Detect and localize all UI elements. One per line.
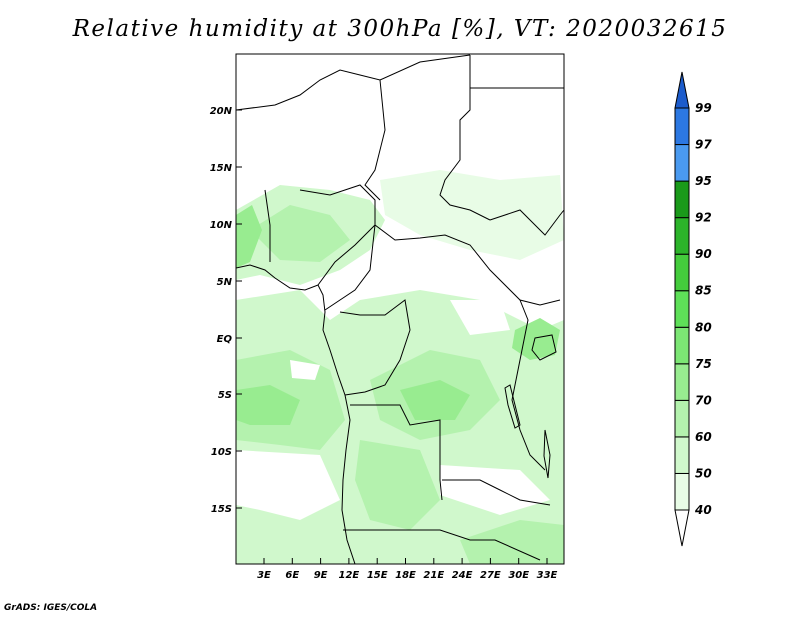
colorbar: 40 50 60 70 75 80 85 90 92 95 97 99: [674, 71, 712, 547]
lon-tick-label: 33E: [537, 570, 558, 581]
lat-tick-label: 15N: [210, 163, 233, 174]
colorbar-label: 99: [695, 101, 712, 115]
map-frame: [235, 53, 565, 565]
latitude-axis: 20N 15N 10N 5N EQ 5S 10S 15S: [210, 106, 242, 515]
colorbar-segment: [674, 436, 690, 474]
colorbar-label: 50: [695, 466, 712, 480]
lat-tick-label: EQ: [217, 334, 233, 345]
colorbar-segment: [674, 144, 690, 182]
colorbar-segment: [674, 363, 690, 401]
grads-credit: GrADS: IGES/COLA: [4, 603, 98, 613]
colorbar-segment: [674, 290, 690, 328]
humidity-core-1: [236, 385, 300, 425]
border-zambia: [442, 479, 551, 506]
colorbar-segment: [674, 217, 690, 255]
lon-tick-label: 12E: [339, 570, 360, 581]
colorbar-segment: [674, 253, 690, 292]
border-niger-chad: [364, 79, 386, 201]
colorbar-label: 95: [695, 174, 712, 188]
border-ethiopia: [489, 209, 564, 236]
humidity-core-3: [236, 205, 262, 268]
border-namibia: [343, 529, 541, 561]
lat-tick-label: 10N: [210, 220, 233, 231]
colorbar-lower-triangle: [674, 509, 690, 547]
lat-tick-label: 5S: [218, 390, 232, 401]
lake-victoria: [531, 334, 557, 361]
lake-malawi: [543, 429, 551, 479]
border-congo: [339, 299, 411, 396]
lon-tick-label: 6E: [285, 570, 299, 581]
border-mali-niger: [236, 54, 471, 111]
colorbar-segment: [674, 399, 690, 438]
map-title: Relative humidity at 300hPa [%], VT: 202…: [72, 16, 728, 42]
coastline-west-africa: [236, 264, 356, 564]
lon-tick-label: 3E: [257, 570, 271, 581]
colorbar-segment: [674, 326, 690, 365]
colorbar-label: 70: [695, 393, 712, 407]
lat-tick-label: 5N: [217, 277, 233, 288]
colorbar-segment: [674, 107, 690, 146]
lon-tick-label: 21E: [423, 570, 444, 581]
colorbar-label: 80: [695, 320, 712, 334]
humidity-gap-4: [236, 450, 340, 520]
colorbar-upper-triangle: [674, 71, 690, 109]
border-car: [374, 224, 561, 306]
lake-tanganyika: [504, 384, 521, 429]
lon-tick-label: 9E: [314, 570, 328, 581]
border-drc-angola: [350, 404, 443, 501]
colorbar-label: 75: [695, 357, 712, 371]
colorbar-segment: [674, 180, 690, 219]
humidity-band-5: [460, 520, 564, 564]
colorbar-segment: [674, 472, 690, 511]
lat-tick-label: 20N: [210, 106, 233, 117]
humidity-band-4: [250, 205, 350, 262]
country-borders: [236, 54, 564, 564]
lat-tick-label: 10S: [211, 447, 232, 458]
lon-tick-label: 24E: [452, 570, 473, 581]
lon-tick-label: 27E: [480, 570, 501, 581]
border-cameroon: [324, 224, 376, 311]
lat-tick-label: 15S: [211, 504, 232, 515]
humidity-gap-1: [290, 360, 320, 380]
colorbar-label: 60: [695, 430, 712, 444]
lon-tick-label: 15E: [367, 570, 388, 581]
longitude-axis: 3E 6E 9E 12E 15E 18E 21E 24E 27E 30E 33E: [257, 558, 558, 581]
colorbar-label: 90: [695, 247, 712, 261]
humidity-gap-2: [450, 300, 510, 335]
lon-tick-label: 18E: [395, 570, 416, 581]
colorbar-label: 85: [695, 284, 712, 298]
lon-tick-label: 30E: [508, 570, 529, 581]
humidity-band-3: [355, 440, 440, 530]
colorbar-label: 92: [695, 211, 712, 225]
humidity-gap-3: [440, 465, 550, 515]
colorbar-label: 40: [694, 503, 712, 517]
humidity-core-2: [400, 380, 470, 420]
border-nigeria: [264, 184, 376, 286]
humidity-region-northeast: [380, 170, 564, 260]
humidity-core-4: [512, 318, 560, 360]
humidity-field: [236, 170, 564, 564]
colorbar-label: 97: [695, 138, 712, 152]
border-drc-east: [511, 299, 546, 471]
border-chad-sudan: [439, 55, 491, 221]
